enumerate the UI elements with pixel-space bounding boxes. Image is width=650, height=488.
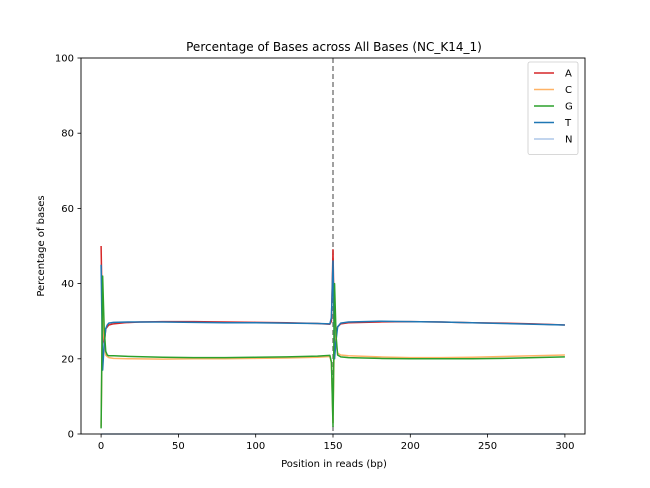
- chart-title: Percentage of Bases across All Bases (NC…: [186, 40, 482, 54]
- y-axis-label: Percentage of bases: [36, 195, 47, 296]
- legend-label-t: T: [564, 118, 572, 129]
- y-tick-label: 100: [55, 54, 74, 65]
- x-tick-label: 50: [172, 441, 185, 452]
- y-tick-label: 60: [61, 204, 74, 215]
- legend-label-g: G: [565, 102, 573, 113]
- x-tick-label: 100: [246, 441, 265, 452]
- legend-label-n: N: [565, 135, 572, 146]
- y-tick-label: 20: [61, 354, 74, 365]
- x-tick-label: 0: [98, 441, 104, 452]
- x-tick-label: 250: [478, 441, 497, 452]
- x-axis-label: Position in reads (bp): [281, 459, 387, 470]
- legend-label-a: A: [565, 69, 572, 80]
- y-tick-label: 80: [61, 129, 74, 140]
- series-line-t: [100, 260, 565, 371]
- legend-label-c: C: [565, 85, 572, 96]
- x-tick-label: 200: [401, 441, 420, 452]
- ticks-layer: 0 50 100 150 200 250 300 0 20 40 60 80 100: [55, 54, 575, 453]
- plot-frame: [80, 57, 586, 435]
- x-tick-label: 150: [323, 441, 342, 452]
- y-tick-label: 40: [61, 279, 74, 290]
- y-tick-label: 0: [68, 430, 74, 441]
- x-tick-label: 300: [555, 441, 574, 452]
- legend-box: [527, 61, 579, 155]
- series-line-g: [100, 275, 565, 429]
